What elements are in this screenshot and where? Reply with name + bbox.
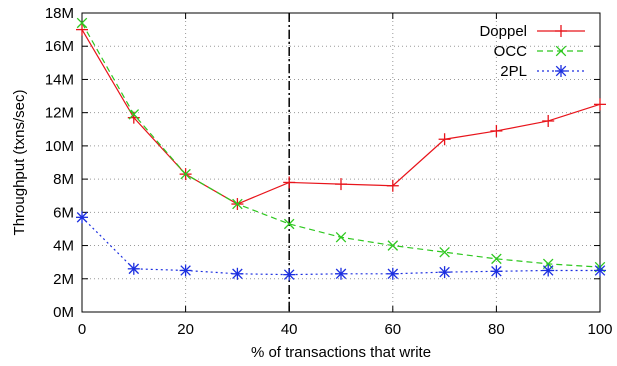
y-tick-label: 16M bbox=[45, 38, 74, 55]
legend-marker bbox=[555, 65, 567, 77]
data-point bbox=[180, 168, 191, 180]
x-tick-label: 40 bbox=[281, 321, 298, 338]
series-2pl bbox=[76, 211, 606, 281]
legend-entry: Doppel bbox=[479, 23, 585, 40]
x-tick-label: 80 bbox=[488, 321, 505, 338]
marker-stroke bbox=[542, 265, 554, 276]
legend-marker bbox=[555, 45, 567, 57]
data-point bbox=[179, 264, 192, 277]
data-point bbox=[491, 253, 502, 265]
marker-stroke bbox=[491, 266, 502, 277]
marker-stroke bbox=[335, 231, 347, 243]
marker-stroke bbox=[76, 17, 88, 29]
data-point bbox=[232, 198, 243, 210]
data-point bbox=[490, 124, 503, 137]
data-point bbox=[283, 218, 295, 230]
data-point bbox=[386, 267, 399, 280]
marker-stroke bbox=[283, 218, 295, 230]
marker-stroke bbox=[439, 246, 450, 258]
y-tick-label: 8M bbox=[53, 171, 74, 188]
marker-stroke bbox=[232, 268, 243, 280]
y-tick-label: 14M bbox=[45, 71, 74, 88]
legend-marker bbox=[555, 25, 567, 37]
x-tick-label: 20 bbox=[177, 321, 194, 338]
legend-label: 2PL bbox=[500, 63, 527, 80]
data-point bbox=[76, 211, 88, 224]
marker-stroke bbox=[128, 263, 140, 275]
data-point bbox=[335, 231, 347, 243]
marker-stroke bbox=[387, 240, 399, 251]
marker-stroke bbox=[594, 265, 606, 276]
data-point bbox=[335, 178, 347, 191]
data-point bbox=[594, 98, 606, 111]
marker-stroke bbox=[439, 266, 450, 278]
x-axis-title: % of transactions that write bbox=[251, 344, 431, 361]
data-point bbox=[283, 268, 296, 281]
marker-stroke bbox=[387, 268, 399, 280]
y-tick-label: 12M bbox=[45, 105, 74, 122]
y-tick-label: 6M bbox=[53, 204, 74, 221]
legend-entry: 2PL bbox=[500, 63, 585, 80]
marker-stroke bbox=[180, 168, 191, 180]
marker-stroke bbox=[180, 265, 191, 276]
y-tick-label: 0M bbox=[53, 304, 74, 321]
data-point bbox=[76, 23, 88, 36]
data-point bbox=[128, 109, 140, 120]
marker-stroke bbox=[128, 109, 140, 120]
marker-stroke bbox=[555, 65, 567, 77]
data-point bbox=[438, 266, 451, 279]
series-group bbox=[76, 17, 606, 281]
data-point bbox=[76, 17, 88, 29]
data-point bbox=[127, 262, 140, 275]
data-point bbox=[387, 240, 399, 251]
marker-stroke bbox=[491, 253, 502, 265]
legend-label: Doppel bbox=[479, 23, 527, 40]
data-point bbox=[490, 265, 503, 278]
marker-stroke bbox=[232, 198, 243, 210]
series-occ bbox=[76, 17, 606, 273]
marker-stroke bbox=[76, 212, 88, 223]
y-tick-label: 18M bbox=[45, 5, 74, 22]
legend-label: OCC bbox=[494, 43, 528, 60]
legend: Doppel OCC 2PL bbox=[479, 23, 585, 80]
data-point bbox=[542, 264, 555, 277]
plot-frame bbox=[81, 12, 601, 313]
legend-entry: OCC bbox=[494, 43, 585, 60]
y-tick-label: 2M bbox=[53, 271, 74, 288]
data-point bbox=[335, 267, 347, 280]
data-point bbox=[231, 267, 244, 280]
data-point bbox=[439, 246, 450, 258]
data-point bbox=[438, 133, 451, 146]
data-point bbox=[594, 264, 606, 277]
y-tick-label: 10M bbox=[45, 138, 74, 155]
y-tick-label: 4M bbox=[53, 238, 74, 255]
marker-stroke bbox=[335, 268, 347, 280]
data-point bbox=[386, 179, 399, 192]
marker-stroke bbox=[555, 45, 567, 57]
x-tick-label: 60 bbox=[384, 321, 401, 338]
marker-stroke bbox=[283, 269, 295, 280]
data-point bbox=[542, 114, 555, 127]
axis-ticks: 0M 2M 4M 6M 8M 10M 12M 14M 16M 18M 0 20 40 60 80 100 bbox=[45, 5, 613, 338]
y-axis-title: Throughput (txns/sec) bbox=[11, 90, 28, 236]
x-tick-label: 100 bbox=[587, 321, 612, 338]
data-point bbox=[283, 176, 296, 189]
x-tick-label: 0 bbox=[78, 321, 86, 338]
